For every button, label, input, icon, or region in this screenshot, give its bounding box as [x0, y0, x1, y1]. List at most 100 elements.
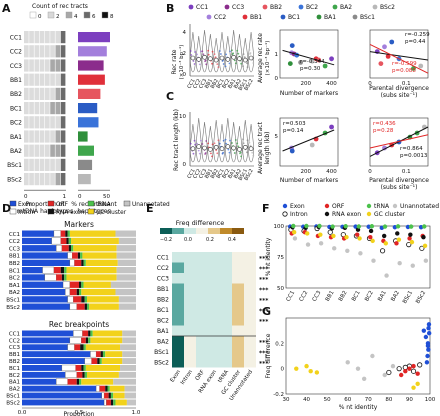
- heatmap-cell: [244, 315, 256, 326]
- legend-marker: [366, 211, 372, 217]
- haplotype-segment: [55, 59, 61, 72]
- heatmap-cell: [196, 315, 208, 326]
- stacked-segment: [22, 288, 66, 296]
- violin-point: [198, 152, 201, 155]
- x-tick-label: 0.5: [75, 410, 84, 416]
- x-tick-label: 1.0: [132, 410, 141, 416]
- scatter-point: [305, 242, 311, 247]
- scatter-point: [405, 224, 411, 230]
- stacked-segment: [79, 378, 82, 385]
- stacked-segment: [22, 245, 57, 252]
- row-label: CC3: [157, 275, 169, 282]
- x-tick-label: CC3: [198, 78, 208, 90]
- stacked-segment: [62, 281, 71, 289]
- haplotype-segment: [24, 158, 29, 171]
- recombinant-bar: [78, 117, 99, 128]
- legend-label: Intron: [18, 210, 35, 216]
- stacked-segment: [122, 351, 136, 358]
- scatter-point: [291, 230, 297, 235]
- violin: [224, 35, 231, 73]
- violin-point: [231, 49, 233, 52]
- stacked-segment: [73, 330, 83, 337]
- stacked-segment: [65, 371, 77, 378]
- haplotype-segment: [29, 173, 34, 186]
- haplotype-segment: [50, 116, 55, 129]
- recombinant-bar: [78, 32, 110, 43]
- row-label: BA1: [157, 328, 169, 335]
- violin-point: [189, 50, 192, 52]
- violin-point: [211, 50, 214, 53]
- heatmap-cell: [208, 304, 220, 315]
- stacked-segment: [108, 392, 111, 399]
- scatter-point: [378, 61, 384, 66]
- violin: [230, 121, 237, 163]
- scatter-point: [314, 370, 320, 375]
- violin-mean: [242, 145, 248, 150]
- stacked-segment: [64, 274, 67, 281]
- heatmap-cell: [244, 346, 256, 357]
- legend-tick: 4: [74, 14, 78, 20]
- heatmap-cell: [196, 252, 208, 263]
- stacked-segment: [60, 267, 65, 274]
- scatter-point: [382, 372, 387, 378]
- violin-point: [234, 139, 237, 141]
- row-label: BB2: [9, 261, 20, 267]
- tick-label: 50: [103, 194, 110, 200]
- legend-label: Unannotated: [400, 203, 439, 210]
- panel-letter-c: C: [166, 90, 174, 103]
- violin-point: [225, 53, 228, 56]
- stacked-segment: [96, 351, 101, 358]
- scatter-point: [408, 224, 414, 229]
- violin-mean: [190, 146, 196, 151]
- stacked-segment: [75, 365, 82, 371]
- legend-marker: [280, 14, 286, 20]
- scatter-point: [421, 328, 427, 333]
- x-tick-label: 0: [368, 81, 372, 87]
- scatter-point: [422, 243, 428, 249]
- stacked-segment: [53, 230, 61, 237]
- y-tick-label: 50: [277, 286, 284, 292]
- haplotype-segment: [60, 59, 66, 72]
- stacked-segment: [88, 337, 91, 344]
- haplotype-segment: [24, 116, 29, 129]
- row-label: CC3: [9, 345, 21, 351]
- row-label: BB2: [157, 296, 169, 303]
- violin-mean: [237, 147, 242, 152]
- violin-mean: [213, 145, 219, 150]
- heatmap-cell: [244, 294, 256, 305]
- haplotype-segment: [60, 158, 66, 171]
- haplotype-segment: [55, 87, 61, 100]
- haplotype-segment: [45, 87, 50, 100]
- heatmap-cell: [208, 262, 220, 273]
- panel-letter-d: D: [2, 202, 11, 215]
- scatter-point: [309, 142, 315, 148]
- x-tick-label: CC2: [192, 168, 202, 180]
- row-label: CC3: [10, 63, 22, 70]
- x-tick-label: BSc1: [402, 290, 414, 305]
- legend-marker: [206, 14, 212, 20]
- subpanel-title: Markers: [64, 220, 94, 229]
- heatmap-cell: [172, 273, 184, 284]
- stacked-segment: [79, 281, 82, 288]
- violin-point: [237, 145, 240, 148]
- violin-point: [200, 139, 202, 142]
- violin-point: [222, 139, 225, 142]
- violin-point: [249, 53, 251, 55]
- stacked-segment: [113, 392, 125, 399]
- x-tick-label: 70: [365, 397, 372, 403]
- scatter-point: [424, 360, 430, 365]
- scatter-point: [411, 385, 416, 390]
- y-axis-label: Average rec rate: [257, 33, 264, 83]
- stacked-segment: [81, 378, 114, 385]
- scatter-point: [426, 347, 431, 352]
- heatmap-cell: [196, 357, 208, 368]
- stacked-segment: [86, 371, 119, 378]
- x-tick-label: BSc1: [238, 78, 249, 92]
- stacked-segment: [80, 344, 84, 351]
- violin: [201, 121, 208, 163]
- stacked-segment: [65, 288, 71, 296]
- significance-mark: ***: [259, 287, 269, 294]
- stacked-segment: [101, 358, 123, 364]
- scatter-point: [426, 325, 431, 331]
- haplotype-segment: [39, 31, 45, 44]
